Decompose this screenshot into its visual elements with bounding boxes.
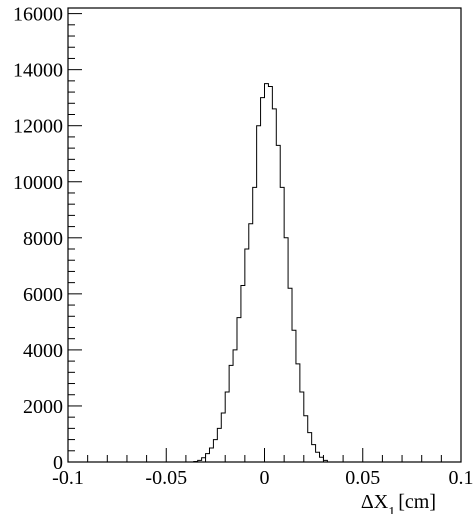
histogram-bin (213, 440, 217, 462)
y-tick-label: 10000 (13, 172, 63, 194)
histogram-bin (284, 238, 288, 462)
y-tick-label: 6000 (23, 284, 63, 306)
histogram-bin (300, 392, 304, 462)
histogram-bin (296, 364, 300, 462)
histogram-bin (249, 224, 253, 462)
histogram-bin (245, 249, 249, 462)
histogram-bin (217, 428, 221, 462)
histogram-bin (209, 448, 213, 462)
x-tick-label: -0.1 (52, 467, 84, 489)
histogram-bin (268, 86, 272, 462)
histogram-bin (253, 187, 257, 462)
histogram-bin (202, 458, 206, 462)
x-axis-title-symbol: ΔX (361, 491, 389, 513)
histogram-bin (312, 445, 316, 462)
histogram-bin (221, 413, 225, 462)
plot-frame (67, 7, 462, 463)
x-axis-title-unit: [cm] (398, 491, 436, 513)
y-tick-label: 2000 (23, 396, 63, 418)
histogram-bin (257, 126, 261, 462)
y-tick-label: 14000 (13, 60, 63, 82)
histogram-bin (233, 350, 237, 462)
y-tick-label: 12000 (13, 116, 63, 138)
x-axis-title: ΔX1 [cm] (361, 491, 436, 514)
y-tick-label: 16000 (13, 4, 63, 26)
x-tick-label: 0.05 (345, 467, 380, 489)
x-tick-label: 0 (260, 467, 270, 489)
histogram-bin (276, 145, 280, 462)
x-axis-title-subscript: 1 (388, 505, 395, 514)
axis-ticks (67, 13, 462, 463)
histogram-bin (261, 98, 265, 462)
y-tick-label: 0 (53, 452, 63, 474)
histogram-bin (292, 330, 296, 462)
histogram-bin (320, 457, 324, 462)
histogram-bin (206, 454, 210, 462)
x-tick-label: 0.1 (449, 467, 474, 489)
x-tick-label: -0.05 (145, 467, 187, 489)
histogram-bin (316, 452, 320, 462)
y-tick-label: 8000 (23, 228, 63, 250)
histogram-bin (272, 109, 276, 462)
histogram-bin (265, 84, 269, 462)
histogram-bin (229, 365, 233, 462)
histogram-outline (193, 83, 328, 462)
histogram-bin (237, 318, 241, 462)
y-tick-label: 4000 (23, 340, 63, 362)
histogram-bin (304, 416, 308, 462)
histogram-bin (308, 433, 312, 462)
histogram-bin (241, 285, 245, 462)
histogram-bin (280, 187, 284, 462)
tick-labels: 0 2000 4000 6000 8000 10000 12000 14000 16000 -0.… (13, 4, 474, 489)
histogram-bin (225, 392, 229, 462)
histogram-bin (288, 288, 292, 462)
histogram-bins (194, 84, 328, 462)
